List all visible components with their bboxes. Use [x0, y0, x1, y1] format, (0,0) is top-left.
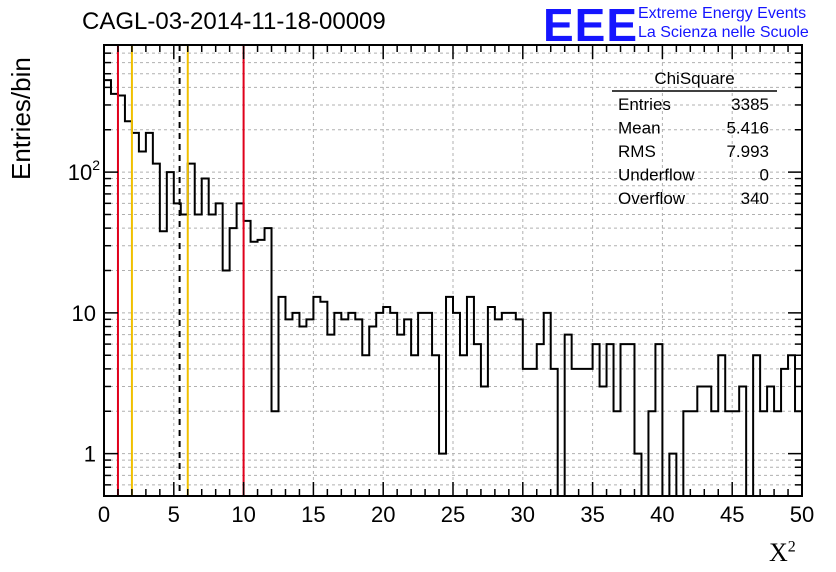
grid-layer: [104, 45, 802, 496]
stats-row-value: 5.416: [726, 119, 769, 138]
x-tick-label: 5: [168, 502, 180, 527]
x-tick-label: 25: [441, 502, 465, 527]
x-tick-label: 15: [301, 502, 325, 527]
y-tick-label: 10: [72, 301, 96, 326]
stats-row-value: 3385: [731, 95, 769, 114]
logo-tagline-2: La Scienza nelle Scuole: [638, 24, 809, 41]
x-tick-label: 20: [371, 502, 395, 527]
y-tick-label: 102: [68, 157, 100, 185]
x-tick-label: 10: [231, 502, 255, 527]
axis-layer: 0 5 10 15 20 25 30 35 40 45 50 1 10 102: [68, 44, 814, 527]
stats-box: ChiSquare Entries 3385 Mean 5.416 RMS 7.993 Und…: [612, 69, 777, 208]
y-tick-label: 1: [84, 442, 96, 467]
stats-row-label: Mean: [618, 119, 661, 138]
x-axis-label: X2: [769, 538, 796, 568]
vertical-lines-layer: [116, 45, 245, 496]
chart-title: CAGL-03-2014-11-18-00009: [82, 8, 386, 35]
stats-row-value: 0: [760, 166, 769, 185]
x-tick-label: 40: [650, 502, 674, 527]
x-tick-label: 0: [98, 502, 110, 527]
stats-row-label: Underflow: [618, 166, 695, 185]
eee-logo-letters: EEE: [543, 0, 639, 51]
x-axis-label-sup: 2: [787, 538, 796, 556]
stats-row-label: RMS: [618, 142, 656, 161]
stats-row-value: 340: [741, 189, 769, 208]
x-tick-label: 45: [720, 502, 744, 527]
stats-title: ChiSquare: [654, 69, 734, 88]
x-tick-label: 35: [580, 502, 604, 527]
stats-row-label: Overflow: [618, 189, 686, 208]
x-axis-label-base: X: [769, 538, 788, 567]
logo-tagline-1: Extreme Energy Events: [638, 5, 807, 22]
eee-logo: EEE Extreme Energy Events La Scienza nel…: [543, 0, 833, 51]
x-tick-label: 30: [511, 502, 535, 527]
stats-row-label: Entries: [618, 95, 671, 114]
stats-row-value: 7.993: [726, 142, 769, 161]
x-tick-label: 50: [790, 502, 814, 527]
